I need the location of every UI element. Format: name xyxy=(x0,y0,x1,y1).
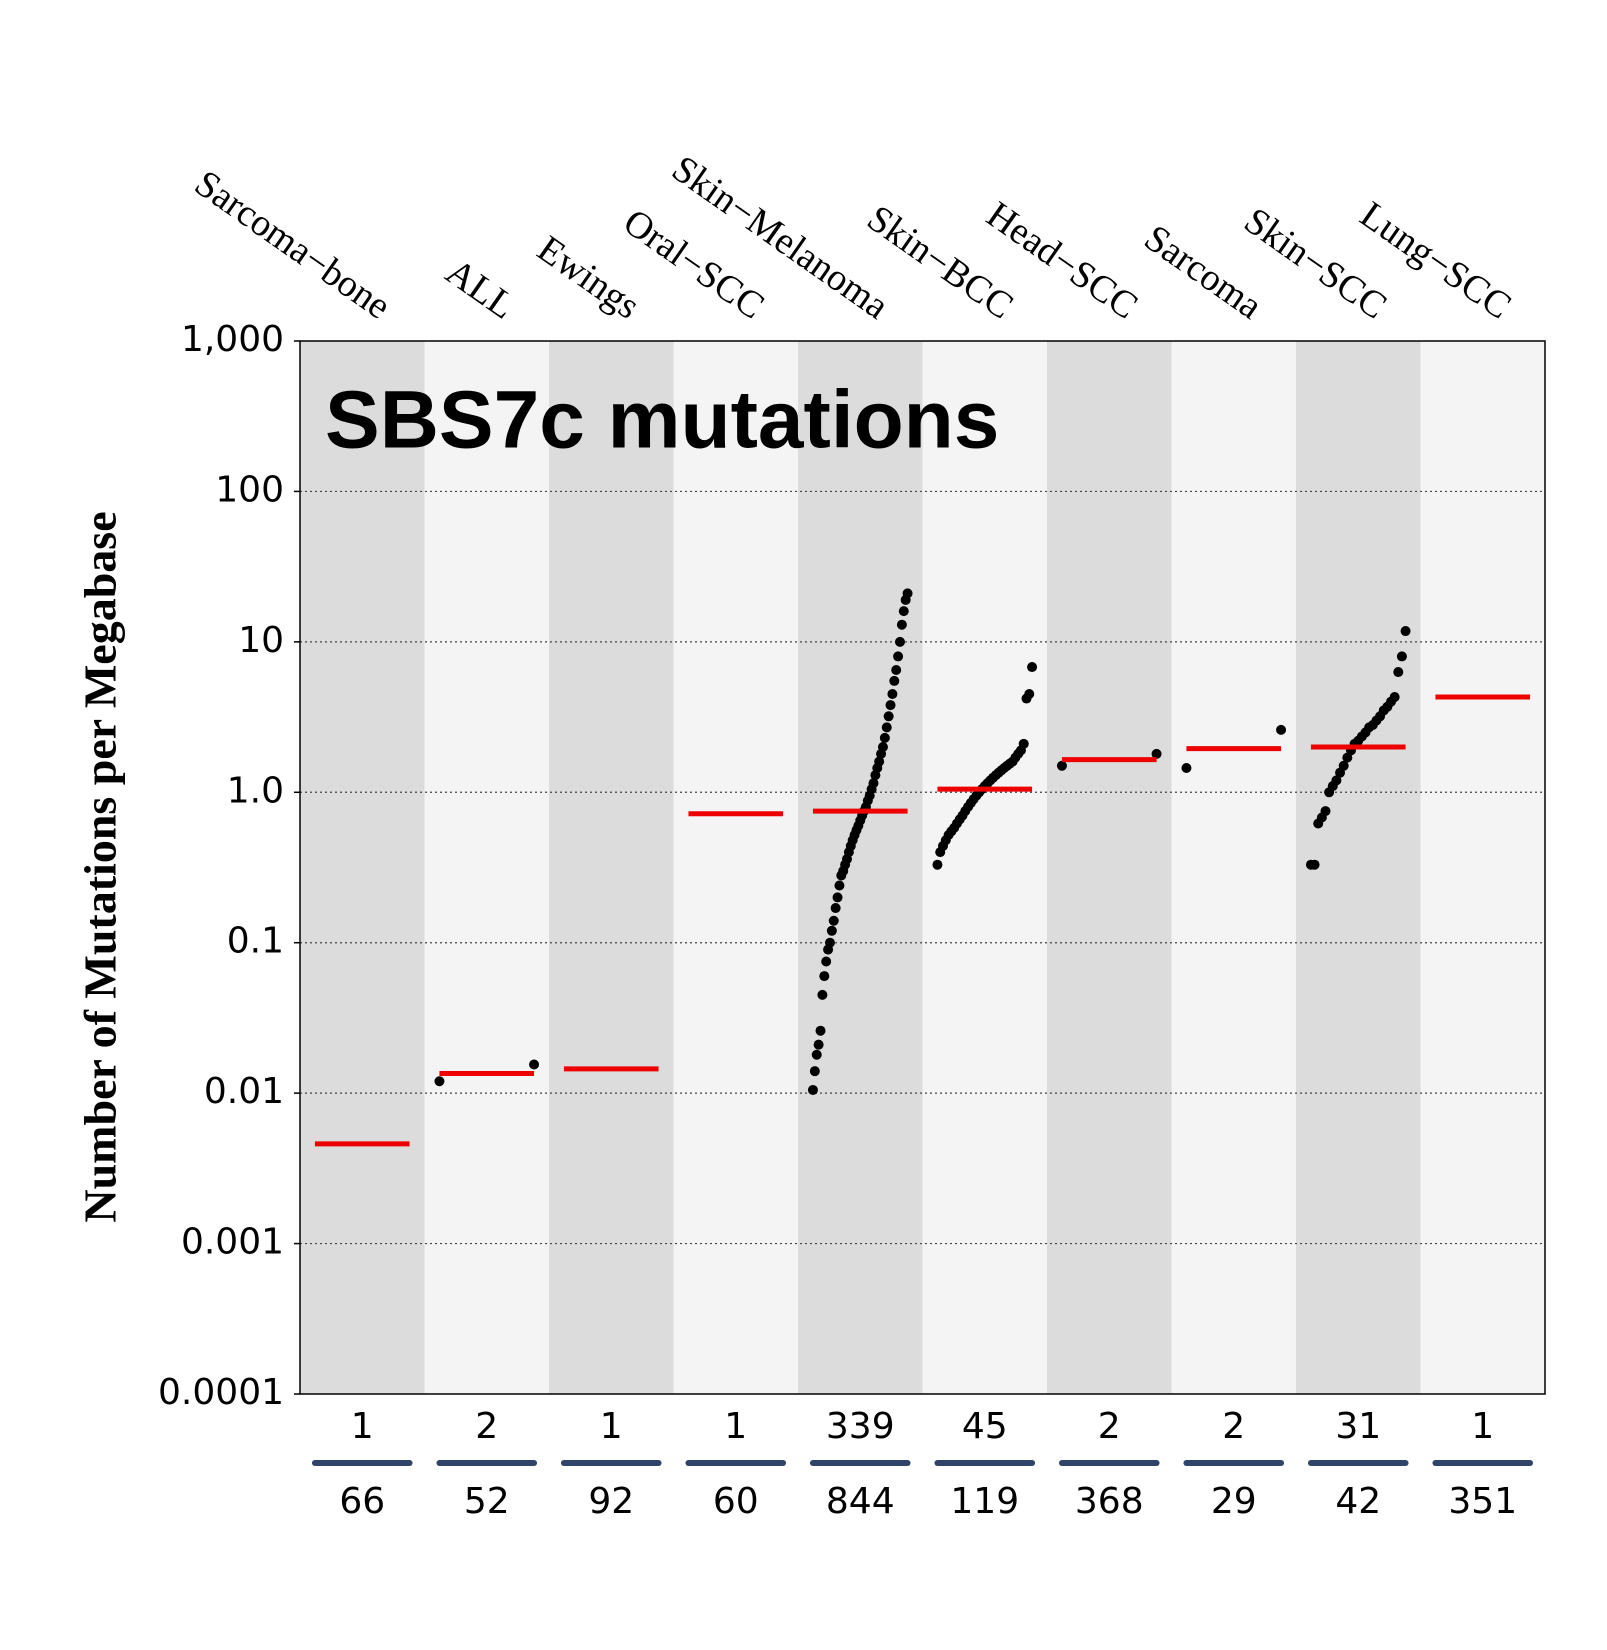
sample-point xyxy=(1389,691,1400,702)
signature-count: 45 xyxy=(962,1406,1008,1447)
sample-point xyxy=(1331,775,1342,786)
sample-point xyxy=(1024,689,1035,700)
signature-count: 31 xyxy=(1335,1406,1381,1447)
column-band xyxy=(300,341,425,1394)
signature-count: 1 xyxy=(351,1406,374,1447)
sample-point xyxy=(821,956,832,967)
total-count: 42 xyxy=(1335,1481,1381,1522)
sample-point xyxy=(1018,738,1029,749)
y-axis-label: Number of Mutations per Megabase xyxy=(75,511,126,1222)
sample-point xyxy=(896,619,907,630)
sample-point xyxy=(529,1059,540,1070)
column-band xyxy=(798,341,923,1394)
sample-point xyxy=(883,711,894,722)
sample-point xyxy=(885,700,896,711)
sample-point xyxy=(889,675,900,686)
total-count: 92 xyxy=(588,1481,634,1522)
y-tick-label: 0.0001 xyxy=(158,1372,284,1413)
sample-point xyxy=(828,915,839,926)
sample-point xyxy=(881,722,892,733)
total-count: 368 xyxy=(1075,1481,1144,1522)
sample-point xyxy=(1393,667,1404,678)
chart-title: SBS7c mutations xyxy=(325,375,999,466)
sample-point xyxy=(1151,748,1162,759)
y-tick-label: 10 xyxy=(238,620,284,661)
sample-point xyxy=(809,1066,820,1077)
sample-point xyxy=(811,1049,822,1060)
sample-point xyxy=(1181,763,1192,774)
sample-point xyxy=(813,1039,824,1050)
signature-count: 2 xyxy=(1222,1406,1245,1447)
sample-point xyxy=(1396,651,1407,662)
sample-point xyxy=(874,756,885,767)
category-label: Sarcoma−bone xyxy=(187,162,398,327)
total-count: 29 xyxy=(1211,1481,1257,1522)
total-count: 66 xyxy=(339,1481,385,1522)
sample-point xyxy=(894,636,905,647)
sample-point xyxy=(826,925,837,936)
signature-count: 1 xyxy=(1471,1406,1494,1447)
category-label: ALL xyxy=(438,251,523,328)
y-tick-label: 1.0 xyxy=(227,770,284,811)
total-count: 844 xyxy=(826,1481,895,1522)
sample-point xyxy=(1027,662,1038,673)
y-tick-label: 100 xyxy=(215,469,284,510)
sample-point xyxy=(1309,859,1320,870)
sample-point xyxy=(891,665,902,676)
sample-point xyxy=(932,859,943,870)
column-band xyxy=(1420,341,1545,1394)
sample-point xyxy=(1056,760,1067,771)
sample-point xyxy=(898,606,909,617)
sample-point xyxy=(824,937,835,948)
column-band xyxy=(673,341,798,1394)
sample-point xyxy=(830,903,841,914)
y-tick-label: 1,000 xyxy=(181,319,284,360)
sample-point xyxy=(807,1084,818,1095)
total-count: 52 xyxy=(464,1481,510,1522)
sample-point xyxy=(815,1025,826,1036)
sample-point xyxy=(1338,760,1349,771)
column-band xyxy=(1171,341,1296,1394)
sample-point xyxy=(877,742,888,753)
category-label: Skin−Melanoma xyxy=(664,148,896,328)
sample-point xyxy=(902,588,913,599)
plot-frame xyxy=(299,340,1546,1395)
signature-count: 2 xyxy=(1098,1406,1121,1447)
sample-point xyxy=(819,971,830,982)
signature-count: 1 xyxy=(600,1406,623,1447)
y-tick-label: 0.01 xyxy=(204,1071,284,1112)
column-band xyxy=(1047,341,1172,1394)
sample-point xyxy=(893,651,904,662)
column-band xyxy=(549,341,674,1394)
signature-count: 1 xyxy=(724,1406,747,1447)
sample-point xyxy=(832,892,843,903)
column-band xyxy=(424,341,549,1394)
sample-point xyxy=(817,989,828,1000)
total-count: 60 xyxy=(713,1481,759,1522)
sample-point xyxy=(879,732,890,743)
sample-point xyxy=(1320,806,1331,817)
sample-point xyxy=(1400,626,1411,637)
sample-point xyxy=(1276,724,1287,735)
sample-point xyxy=(434,1076,445,1087)
sample-point xyxy=(868,778,879,789)
sample-point xyxy=(887,689,898,700)
y-tick-label: 0.001 xyxy=(181,1222,284,1263)
sample-point xyxy=(834,880,845,891)
total-count: 351 xyxy=(1448,1481,1517,1522)
y-tick-label: 0.1 xyxy=(227,921,284,962)
signature-count: 2 xyxy=(475,1406,498,1447)
total-count: 119 xyxy=(950,1481,1019,1522)
signature-count: 339 xyxy=(826,1406,895,1447)
column-band xyxy=(922,341,1047,1394)
